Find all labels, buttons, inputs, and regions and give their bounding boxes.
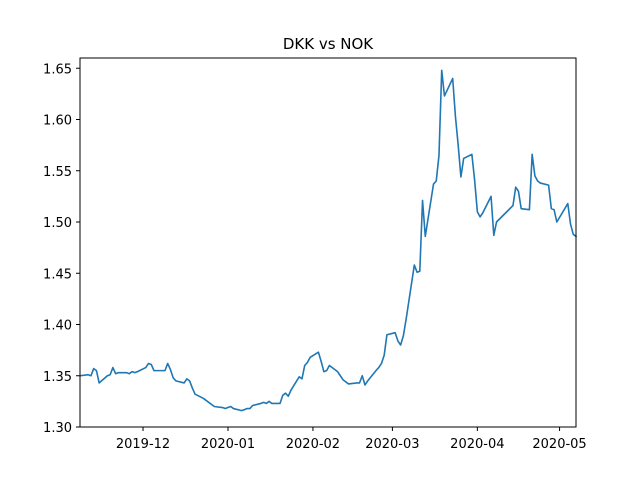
plot-frame [79, 57, 577, 428]
x-tick-label: 2020-05 [532, 437, 586, 452]
series-line [79, 69, 578, 412]
y-tick-label: 1.65 [43, 62, 72, 77]
y-tick-label: 1.45 [43, 267, 72, 282]
x-tick-label: 2020-01 [201, 437, 255, 452]
plot-area [80, 58, 576, 427]
x-tick-label: 2019-12 [116, 437, 170, 452]
y-tick-label: 1.40 [43, 319, 72, 334]
y-tick-label: 1.30 [43, 421, 72, 436]
y-tick-label: 1.35 [43, 370, 72, 385]
x-tick-label: 2020-02 [286, 437, 340, 452]
y-tick-label: 1.55 [43, 165, 72, 180]
chart-title: DKK vs NOK [283, 35, 374, 53]
y-tick-label: 1.50 [43, 216, 72, 231]
axis-ticks: 2019-12 2020-01 2020-02 2020-03 2020-04 2020-… [43, 62, 587, 452]
x-tick-label: 2020-03 [365, 437, 419, 452]
y-tick-label: 1.60 [43, 114, 72, 129]
x-tick-label: 2020-04 [450, 437, 504, 452]
